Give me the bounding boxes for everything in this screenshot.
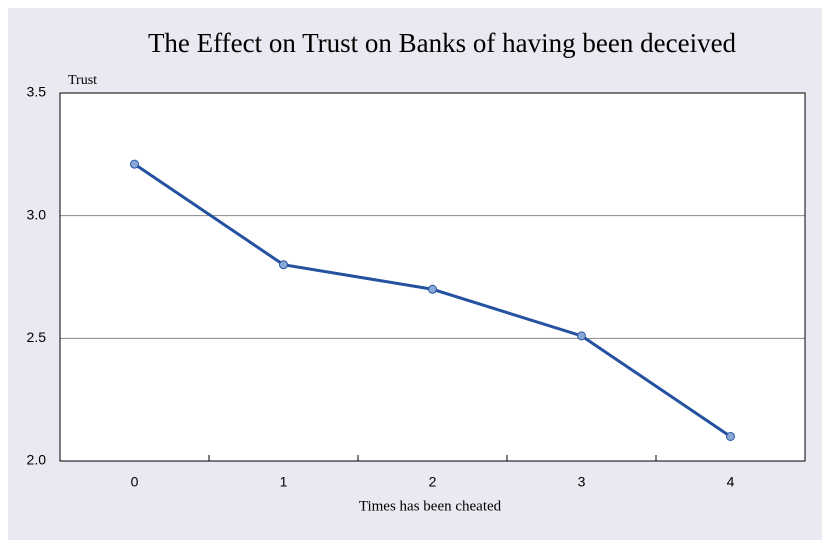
x-axis-label: Times has been cheated — [359, 498, 502, 514]
marker — [577, 331, 586, 341]
y-tick-label: 2.0 — [27, 452, 47, 468]
x-tick-label: 2 — [429, 474, 437, 490]
x-tick-label: 1 — [280, 474, 288, 490]
y-axis-label: Trust — [68, 73, 97, 88]
marker — [130, 159, 139, 169]
y-tick-label: 3.0 — [27, 206, 47, 222]
marker — [279, 260, 288, 270]
plot-area — [60, 93, 805, 461]
chart-title: The Effect on Trust on Banks of having b… — [148, 28, 737, 58]
y-tick-label: 3.5 — [27, 84, 47, 100]
x-tick-label: 4 — [727, 474, 735, 490]
x-tick-label: 0 — [131, 474, 139, 490]
marker — [428, 284, 437, 294]
marker — [726, 431, 735, 441]
plot-frame — [59, 92, 806, 462]
x-tick-label: 3 — [578, 474, 586, 490]
y-tick-label: 2.5 — [27, 329, 47, 345]
